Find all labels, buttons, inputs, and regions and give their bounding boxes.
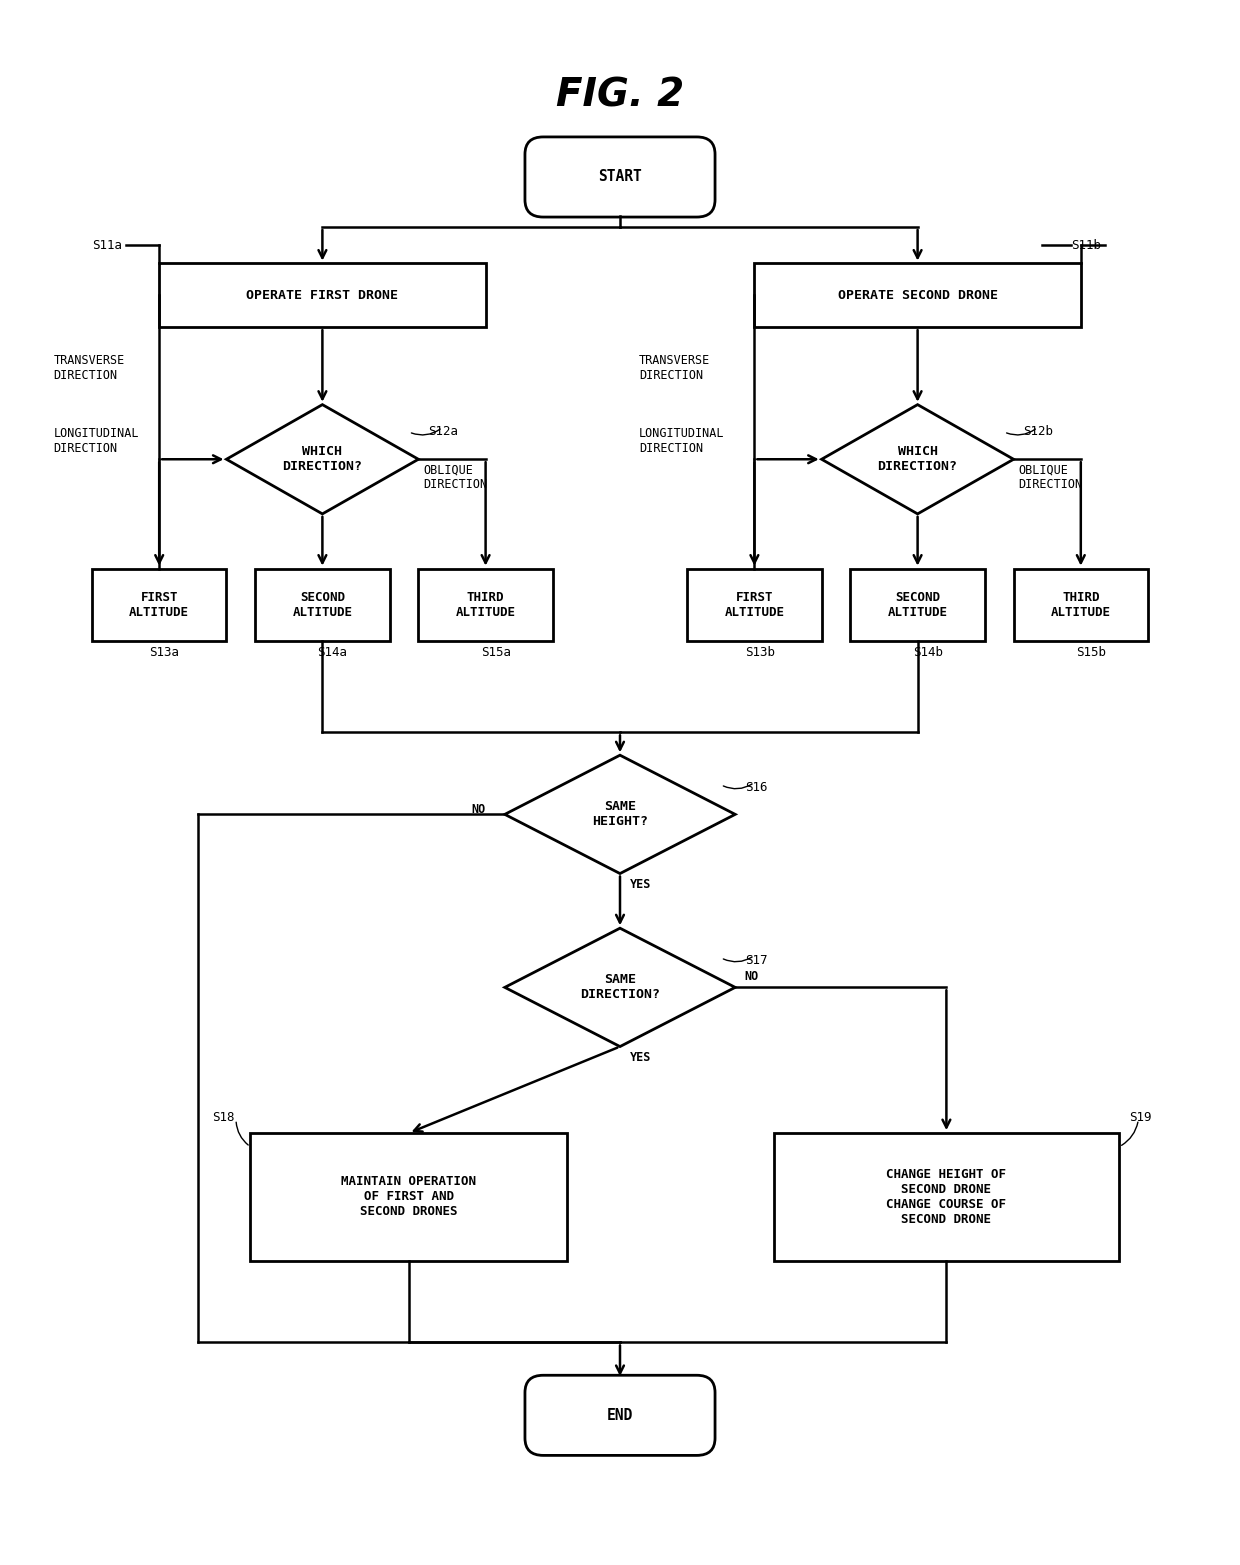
Text: LONGITUDINAL
DIRECTION: LONGITUDINAL DIRECTION [639,427,724,455]
Text: THIRD
ALTITUDE: THIRD ALTITUDE [1050,592,1111,618]
Text: S13a: S13a [150,646,180,659]
FancyBboxPatch shape [525,1376,715,1455]
Bar [851,568,985,642]
Text: YES: YES [630,878,651,890]
Text: SECOND
ALTITUDE: SECOND ALTITUDE [293,592,352,618]
Text: S13b: S13b [745,646,775,659]
Text: FIRST
ALTITUDE: FIRST ALTITUDE [724,592,785,618]
Text: OPERATE FIRST DRONE: OPERATE FIRST DRONE [247,290,398,302]
Text: NO: NO [745,970,759,983]
Text: WHICH
DIRECTION?: WHICH DIRECTION? [878,446,957,473]
Text: NO: NO [471,803,486,817]
Text: THIRD
ALTITUDE: THIRD ALTITUDE [455,592,516,618]
Text: S19: S19 [1128,1111,1151,1124]
Text: S12a: S12a [428,426,458,438]
Text: CHANGE HEIGHT OF
SECOND DRONE
CHANGE COURSE OF
SECOND DRONE: CHANGE HEIGHT OF SECOND DRONE CHANGE COU… [887,1167,1007,1225]
Polygon shape [505,928,735,1047]
Text: S14a: S14a [317,646,347,659]
FancyBboxPatch shape [525,136,715,218]
Text: S12b: S12b [1023,426,1053,438]
Bar [754,263,1081,327]
Bar [92,568,227,642]
Text: END: END [606,1408,634,1423]
Text: SAME
DIRECTION?: SAME DIRECTION? [580,973,660,1002]
Text: S11b: S11b [1071,239,1101,252]
Text: YES: YES [630,1052,651,1064]
Polygon shape [822,405,1013,513]
Text: TRANSVERSE
DIRECTION: TRANSVERSE DIRECTION [639,354,711,382]
Text: FIG. 2: FIG. 2 [556,77,684,114]
Bar [255,568,389,642]
Text: S17: S17 [745,953,768,967]
Text: WHICH
DIRECTION?: WHICH DIRECTION? [283,446,362,473]
Bar [159,263,486,327]
Text: S15a: S15a [481,646,511,659]
Bar [250,1133,567,1260]
Polygon shape [505,756,735,873]
Text: SECOND
ALTITUDE: SECOND ALTITUDE [888,592,947,618]
Bar [774,1133,1120,1260]
Text: SAME
HEIGHT?: SAME HEIGHT? [591,800,649,828]
Text: TRANSVERSE
DIRECTION: TRANSVERSE DIRECTION [53,354,125,382]
Text: S18: S18 [212,1111,234,1124]
Text: OBLIQUE
DIRECTION: OBLIQUE DIRECTION [423,463,487,491]
Bar [1013,568,1148,642]
Text: OBLIQUE
DIRECTION: OBLIQUE DIRECTION [1018,463,1083,491]
Polygon shape [227,405,418,513]
Text: MAINTAIN OPERATION
OF FIRST AND
SECOND DRONES: MAINTAIN OPERATION OF FIRST AND SECOND D… [341,1175,476,1218]
Text: OPERATE SECOND DRONE: OPERATE SECOND DRONE [837,290,998,302]
Text: S11a: S11a [92,239,122,252]
Bar [687,568,822,642]
Text: S14b: S14b [913,646,942,659]
Bar [418,568,553,642]
Text: FIRST
ALTITUDE: FIRST ALTITUDE [129,592,190,618]
Text: S16: S16 [745,781,768,793]
Text: S15b: S15b [1076,646,1106,659]
Text: LONGITUDINAL
DIRECTION: LONGITUDINAL DIRECTION [53,427,139,455]
Text: START: START [598,169,642,185]
